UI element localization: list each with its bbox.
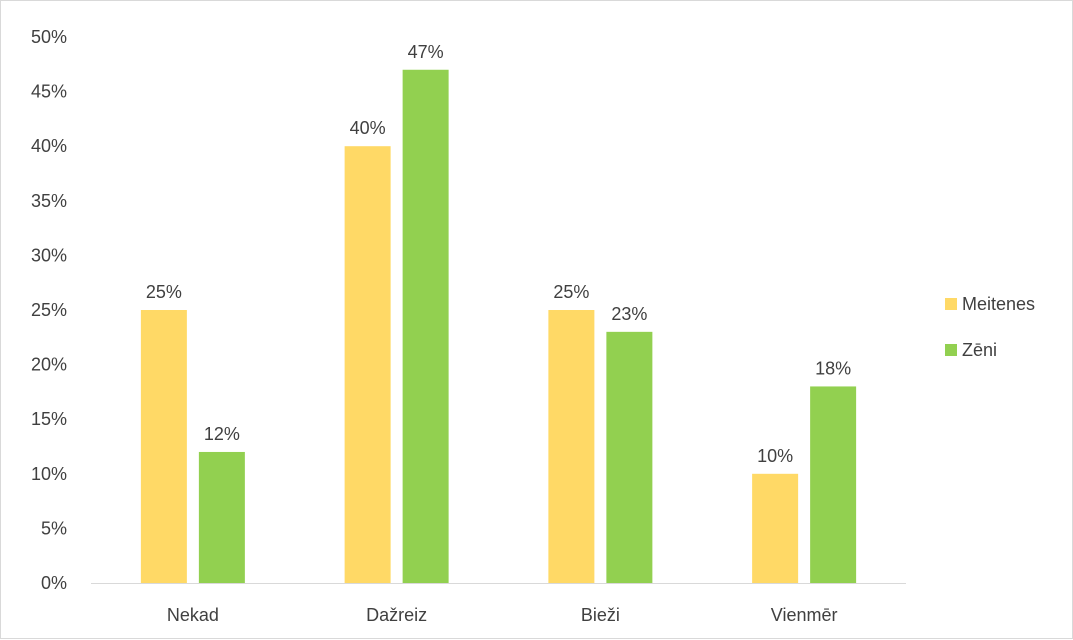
x-axis-ticks: Nekad Dažreiz Bieži Vienmēr — [167, 605, 838, 625]
x-tick-label: Nekad — [167, 605, 219, 625]
y-tick-label: 10% — [31, 464, 67, 484]
y-tick-label: 15% — [31, 409, 67, 429]
legend-swatch — [945, 344, 957, 356]
data-label: 12% — [204, 424, 240, 444]
data-label: 47% — [408, 42, 444, 62]
legend-label: Zēni — [962, 340, 997, 360]
y-tick-label: 25% — [31, 300, 67, 320]
bar-series-1 — [344, 146, 391, 583]
y-tick-label: 5% — [41, 518, 67, 538]
bars — [140, 69, 857, 583]
y-tick-label: 0% — [41, 573, 67, 593]
x-tick-label: Bieži — [581, 605, 620, 625]
legend-label: Meitenes — [962, 294, 1035, 314]
bar-series-2 — [402, 69, 449, 583]
data-label: 25% — [553, 282, 589, 302]
bar-series-1 — [140, 310, 187, 583]
y-tick-label: 50% — [31, 27, 67, 47]
bar-series-2 — [198, 451, 245, 583]
bar-series-2 — [606, 331, 653, 583]
y-tick-label: 45% — [31, 82, 67, 102]
x-tick-label: Dažreiz — [366, 605, 427, 625]
legend: Meitenes Zēni — [945, 294, 1035, 360]
bar-series-2 — [810, 386, 857, 583]
legend-swatch — [945, 298, 957, 310]
y-tick-label: 20% — [31, 355, 67, 375]
bar-series-1 — [752, 473, 799, 583]
bar-series-1 — [548, 310, 595, 583]
y-tick-label: 35% — [31, 191, 67, 211]
data-labels: 25% 12% 40% 47% 25% 23% 10% 18% — [146, 42, 851, 466]
y-tick-label: 40% — [31, 136, 67, 156]
data-label: 10% — [757, 446, 793, 466]
y-tick-label: 30% — [31, 245, 67, 265]
data-label: 40% — [350, 118, 386, 138]
y-axis-ticks: 0% 5% 10% 15% 20% 25% 30% 35% 40% 45% 50% — [31, 27, 67, 593]
data-label: 18% — [815, 358, 851, 378]
data-label: 23% — [611, 304, 647, 324]
data-label: 25% — [146, 282, 182, 302]
x-tick-label: Vienmēr — [771, 605, 838, 625]
